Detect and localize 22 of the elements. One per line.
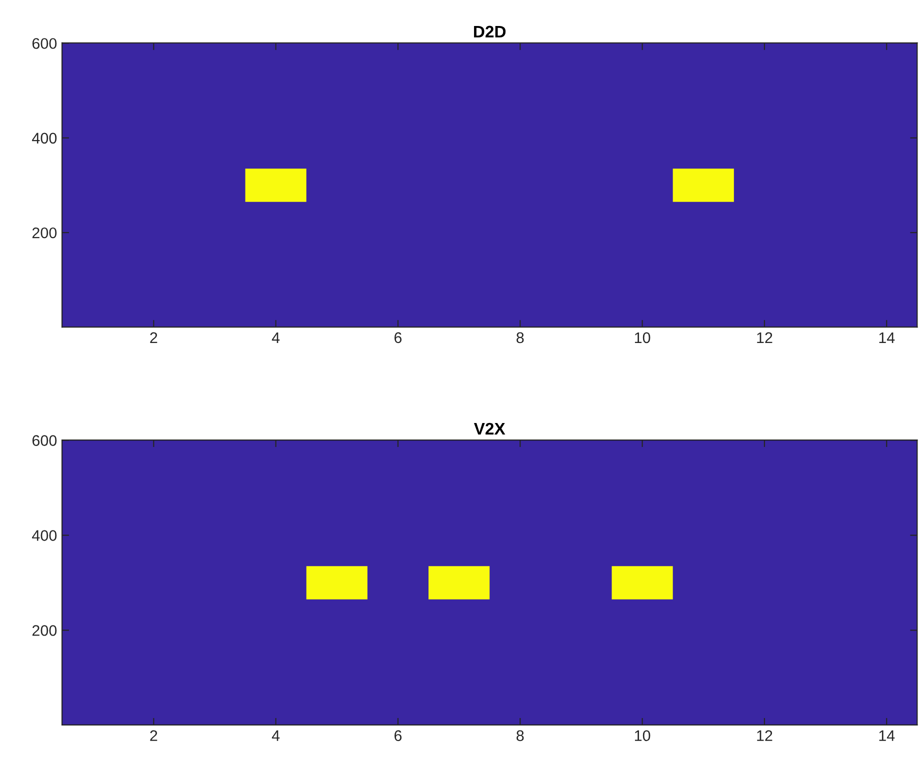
- x-tick-label: 10: [634, 332, 650, 344]
- x-tick-label: 8: [516, 332, 524, 344]
- y-tick-label: 400: [32, 530, 57, 541]
- x-tick-label: 14: [879, 332, 895, 343]
- y-tick-label: 200: [32, 625, 57, 636]
- x-tick-label: 4: [272, 332, 280, 343]
- y-tick-label: 600: [32, 435, 57, 446]
- x-tick-label: 12: [757, 730, 772, 741]
- chart-title: V2X: [474, 422, 506, 434]
- x-tick-label: 8: [516, 730, 524, 742]
- y-tick-label: 200: [32, 227, 57, 238]
- x-tick-label: 2: [150, 730, 158, 741]
- x-tick-label: 6: [394, 332, 402, 344]
- y-tick-label: 600: [32, 38, 57, 49]
- x-tick-label: 6: [394, 730, 402, 742]
- x-tick-label: 4: [272, 730, 280, 741]
- x-tick-label: 10: [634, 730, 650, 742]
- x-tick-label: 14: [879, 730, 895, 741]
- chart-title: D2D: [474, 26, 506, 38]
- x-tick-label: 12: [757, 332, 772, 343]
- y-tick-label: 400: [32, 132, 57, 144]
- x-tick-label: 2: [150, 332, 158, 343]
